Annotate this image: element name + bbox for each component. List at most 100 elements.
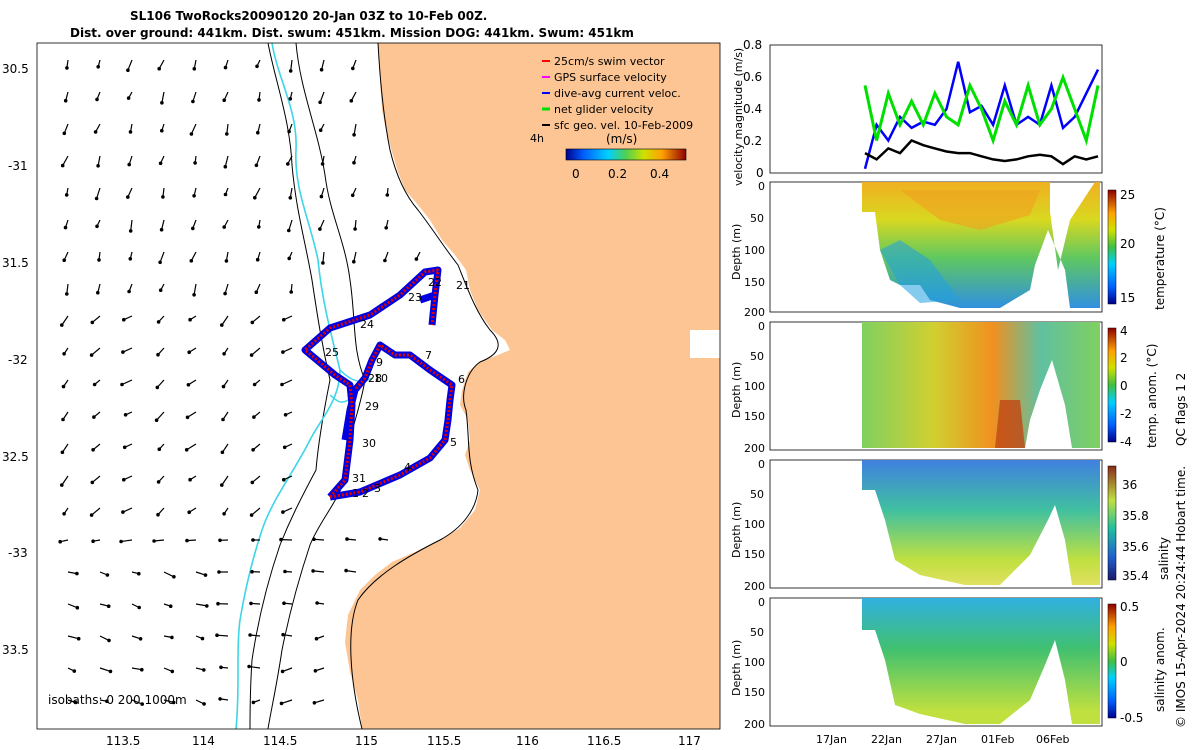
x-tick-label: 115 bbox=[355, 734, 378, 748]
vector-arrow-head bbox=[351, 259, 356, 264]
vector-arrow-head bbox=[58, 539, 63, 544]
map-axes-frame bbox=[36, 42, 721, 730]
vector-arrow-head bbox=[251, 538, 255, 542]
vector-arrow-head bbox=[105, 699, 109, 704]
vector-arrow-head bbox=[172, 574, 176, 579]
velocity-series-line bbox=[864, 139, 1099, 166]
day-label: 1 bbox=[352, 487, 359, 500]
y-tick-label: -33 bbox=[8, 546, 28, 560]
vector-arrow-head bbox=[247, 664, 251, 669]
y-tick-label: 50 bbox=[750, 212, 764, 225]
vector-arrow-head bbox=[200, 636, 205, 641]
isobath-0-coast bbox=[350, 42, 499, 730]
day-label: 2 bbox=[362, 487, 369, 500]
vector-arrow-head bbox=[288, 69, 293, 73]
vector-arrow-head bbox=[218, 697, 222, 701]
vector-arrow bbox=[121, 379, 133, 386]
vector-arrow bbox=[156, 411, 165, 421]
vector-arrow-head bbox=[189, 132, 194, 136]
vector-arrow-head bbox=[287, 256, 292, 261]
map-legend: 25cm/s swim vector GPS surface velocity … bbox=[542, 55, 693, 132]
salinity-field bbox=[862, 460, 1100, 585]
vector-arrow-head bbox=[205, 604, 209, 608]
section-temperature: 25 20 15 temperature (°C) 0 50 100 150 2… bbox=[730, 180, 1167, 319]
vector-arrow-head bbox=[127, 162, 132, 167]
vector-arrow-head bbox=[152, 539, 156, 543]
cb-tick: 36 bbox=[1122, 478, 1137, 492]
day-label: 10 bbox=[374, 372, 388, 385]
legend-label: sfc geo. vel. 10-Feb-2009 bbox=[554, 119, 693, 132]
temp-anomaly-hot-patch bbox=[995, 400, 1025, 448]
vector-arrow-head bbox=[108, 669, 113, 674]
vector-arrow-head bbox=[280, 669, 285, 674]
vector-arrow-head bbox=[319, 194, 324, 199]
colorbar-tick: 0 bbox=[572, 167, 580, 181]
vector-arrow-head bbox=[255, 130, 260, 135]
day-label: 25 bbox=[325, 346, 339, 359]
map-x-ticks: 113.5 114 114.5 115 115.5 116 116.5 117 bbox=[106, 734, 701, 748]
vector-arrow bbox=[353, 123, 357, 135]
y-tick-label: 100 bbox=[744, 380, 765, 393]
time-tick-label: 22Jan bbox=[871, 733, 902, 746]
vector-arrow-head bbox=[157, 447, 162, 452]
vector-arrow-head bbox=[350, 193, 355, 198]
vector-arrow-head bbox=[352, 133, 356, 137]
qc-flags-label: QC flags 1 2 bbox=[1174, 373, 1188, 446]
day-label: 24 bbox=[360, 318, 374, 331]
map-y-ticks: 30.5 -31 31.5 -32 32.5 -33 33.5 bbox=[2, 62, 29, 657]
vector-arrow-head bbox=[119, 539, 123, 544]
vector-arrow-head bbox=[138, 636, 143, 641]
cb-tick: -0.5 bbox=[1120, 711, 1143, 725]
vector-arrow-head bbox=[89, 513, 94, 517]
section-ylabel: Depth (m) bbox=[730, 362, 743, 418]
section-y-ticks: 0 50 100 150 200 bbox=[744, 596, 765, 731]
vector-arrow-head bbox=[384, 226, 389, 230]
vector-arrow-head bbox=[222, 98, 227, 103]
vector-arrow-head bbox=[223, 291, 227, 296]
vector-arrow-head bbox=[248, 633, 252, 637]
vector-arrow-head bbox=[137, 605, 142, 610]
vector-arrow-head bbox=[350, 66, 355, 71]
x-tick-label: 116 bbox=[516, 734, 539, 748]
y-tick-label: 150 bbox=[744, 548, 765, 561]
vector-arrow-head bbox=[157, 66, 162, 71]
cb-tick: 0 bbox=[1120, 655, 1128, 669]
vector-arrow-head bbox=[192, 292, 196, 297]
vector-arrow-head bbox=[283, 569, 287, 574]
vector-arrow-head bbox=[159, 227, 164, 232]
isobath-1000 bbox=[249, 42, 331, 730]
vector-arrow-head bbox=[281, 350, 285, 354]
vector-arrow-head bbox=[312, 700, 317, 705]
y-tick-label: 0 bbox=[756, 166, 764, 180]
vector-arrow-head bbox=[288, 97, 293, 101]
vector-arrow bbox=[127, 59, 133, 71]
vector-arrow-head bbox=[61, 417, 65, 422]
y-tick-label: 31.5 bbox=[2, 256, 29, 270]
temp-anomaly-cb-ticks: 4 2 0 -2 -4 bbox=[1120, 324, 1132, 449]
vector-arrow bbox=[221, 475, 229, 486]
temperature-warm-patch bbox=[900, 190, 1040, 230]
vector-arrow bbox=[313, 570, 325, 573]
velocity-series-line bbox=[863, 73, 1100, 146]
vector-arrow-head bbox=[281, 632, 285, 637]
day-label: 23 bbox=[408, 291, 422, 304]
section-colorbar-label: salinity bbox=[1157, 537, 1171, 580]
vector-arrow-head bbox=[288, 196, 293, 200]
salinity-colorbar bbox=[1107, 465, 1117, 581]
vector-arrow bbox=[91, 507, 101, 516]
speed-colorbar bbox=[565, 148, 687, 161]
velocity-axes-frame bbox=[769, 44, 1103, 174]
cb-tick: 0 bbox=[1120, 379, 1128, 393]
velocity-vector-field bbox=[58, 59, 421, 706]
vector-arrow-head bbox=[414, 257, 419, 261]
vector-arrow bbox=[91, 347, 101, 356]
vector-arrow-head bbox=[220, 483, 224, 487]
day-label: 29 bbox=[365, 400, 379, 413]
section-ylabel: Depth (m) bbox=[730, 640, 743, 696]
vector-arrow-head bbox=[192, 67, 197, 71]
y-tick-label: 150 bbox=[744, 686, 765, 699]
vector-arrow-head bbox=[65, 292, 69, 296]
vector-arrow-head bbox=[249, 601, 253, 606]
vector-arrow-head bbox=[255, 64, 259, 69]
vector-arrow-head bbox=[155, 385, 160, 390]
